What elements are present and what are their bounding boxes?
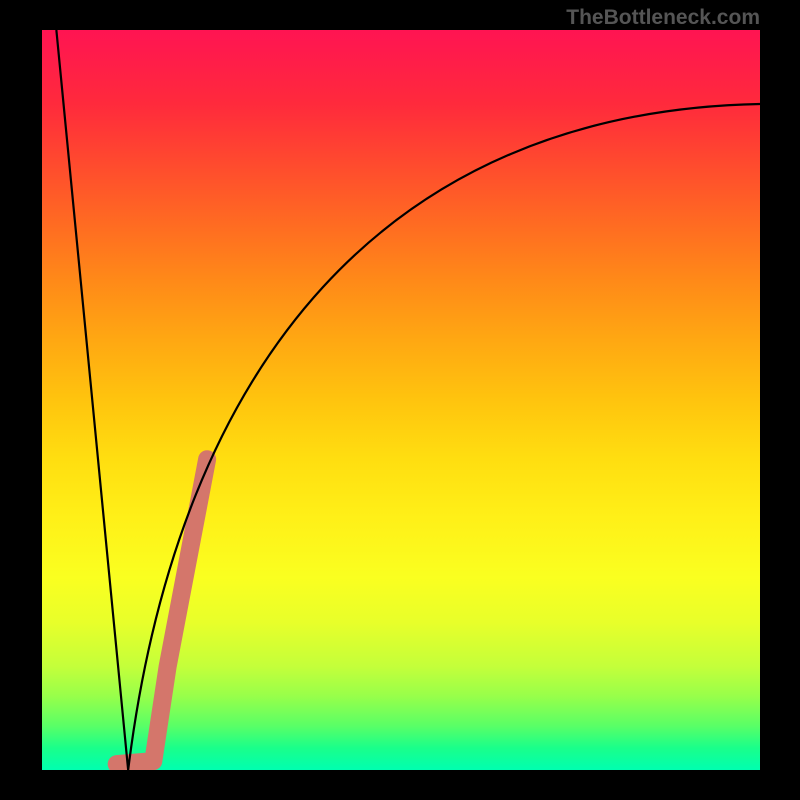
plot-background [42, 30, 760, 770]
chart-stage: TheBottleneck.com [0, 0, 800, 800]
bottleneck-chart [42, 30, 760, 770]
watermark-text: TheBottleneck.com [566, 6, 760, 30]
